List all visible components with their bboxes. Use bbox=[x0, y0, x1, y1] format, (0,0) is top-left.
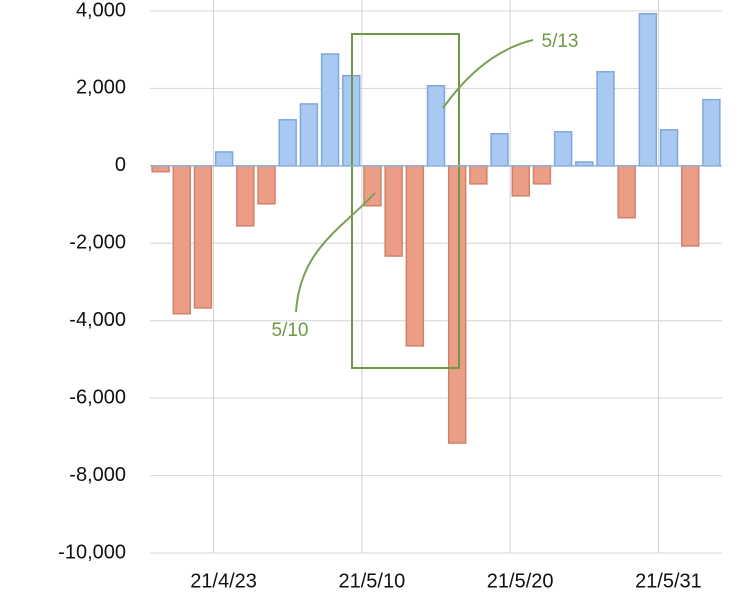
bar bbox=[469, 165, 488, 185]
callout-line bbox=[442, 39, 534, 109]
bar bbox=[193, 165, 213, 309]
bar bbox=[426, 84, 446, 167]
bar bbox=[299, 103, 319, 167]
bar bbox=[363, 165, 382, 207]
bar bbox=[151, 165, 170, 173]
y-tick-label: -6,000 bbox=[69, 386, 126, 408]
x-tick-label: 21/5/31 bbox=[635, 570, 702, 592]
y-tick-label: 2,000 bbox=[76, 77, 126, 99]
bar bbox=[447, 165, 467, 444]
bar bbox=[214, 151, 234, 167]
bar bbox=[638, 12, 658, 167]
bar bbox=[511, 165, 530, 197]
y-tick-label: 4,000 bbox=[76, 0, 126, 21]
callout-line bbox=[295, 192, 376, 313]
bar bbox=[490, 132, 509, 167]
x-tick-label: 21/5/20 bbox=[487, 570, 554, 592]
bar bbox=[172, 165, 192, 315]
bar bbox=[659, 129, 679, 167]
y-tick-label: -4,000 bbox=[69, 309, 126, 331]
bar bbox=[320, 53, 340, 167]
bar bbox=[617, 165, 636, 219]
bar bbox=[384, 165, 403, 257]
bar bbox=[596, 71, 615, 167]
x-tick-label: 21/5/10 bbox=[338, 570, 405, 592]
y-tick-label: -2,000 bbox=[69, 232, 126, 254]
annotation: 5/10 bbox=[272, 320, 309, 341]
bar bbox=[257, 165, 276, 205]
y-tick-label: -8,000 bbox=[69, 464, 126, 486]
x-tick-label: 21/4/23 bbox=[190, 570, 257, 592]
bar bbox=[278, 119, 297, 167]
bar bbox=[680, 165, 700, 247]
y-tick-label: 0 bbox=[115, 154, 126, 176]
bar bbox=[553, 131, 573, 167]
bar bbox=[405, 165, 425, 347]
bar bbox=[702, 98, 721, 167]
bar bbox=[236, 165, 255, 227]
annotation: 5/13 bbox=[542, 31, 579, 52]
y-tick-label: -10,000 bbox=[58, 541, 126, 563]
bar bbox=[532, 165, 552, 185]
highlight-box bbox=[351, 33, 460, 369]
